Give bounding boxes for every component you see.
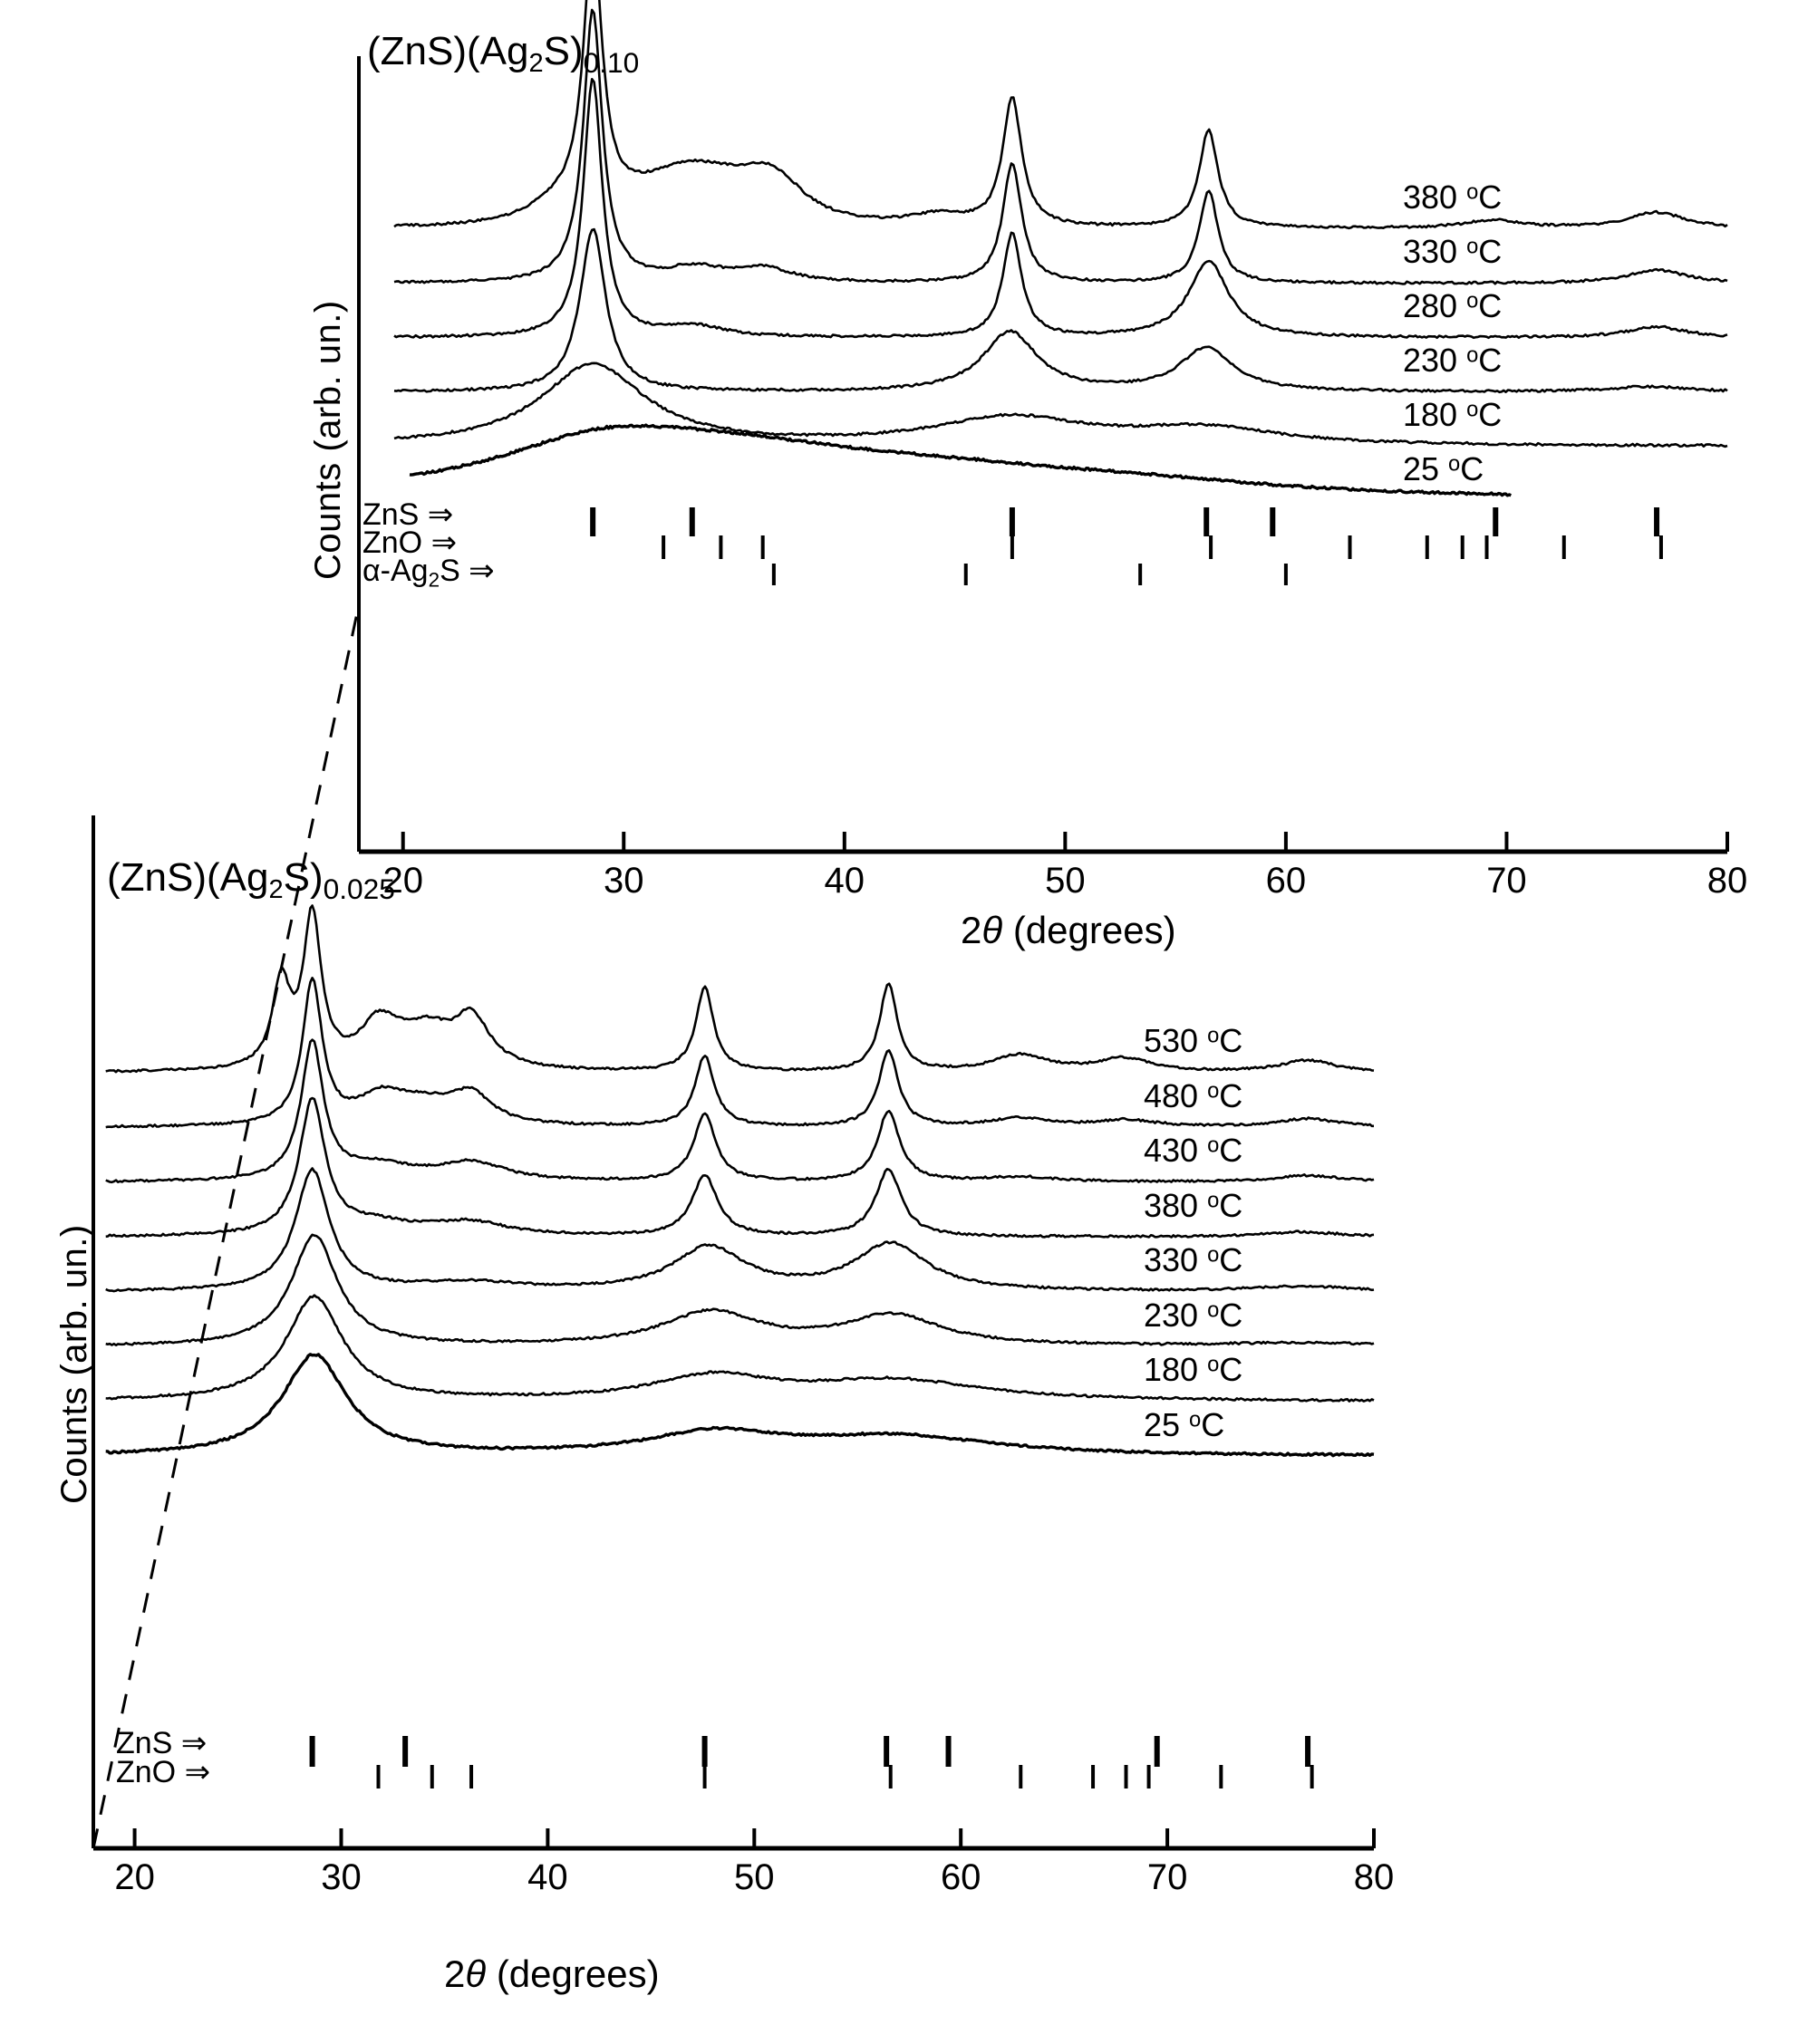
x-axis-tick-label: 70 xyxy=(1146,1857,1188,1897)
curve-temperature-label: 480 oC xyxy=(1144,1076,1243,1114)
bottom-panel-x-axis-label: 2θ (degrees) xyxy=(444,1952,660,1995)
xrd-curve xyxy=(393,227,1728,394)
x-axis-tick-label: 50 xyxy=(734,1857,775,1897)
xrd-curve xyxy=(393,362,1728,448)
phase-label-ZnO: ZnO ⇒ xyxy=(362,525,458,560)
top-panel-x-axis-label: 2θ (degrees) xyxy=(961,909,1176,951)
curve-temperature-label: 230 oC xyxy=(1144,1296,1243,1334)
curve-temperature-label: 25 oC xyxy=(1144,1405,1225,1443)
x-axis-tick-label: 60 xyxy=(940,1857,981,1897)
curve-temperature-label: 230 oC xyxy=(1403,342,1503,379)
curve-temperature-label: 530 oC xyxy=(1144,1022,1243,1059)
top-panel-title: (ZnS)(Ag2S)0.10 xyxy=(367,29,640,79)
phase-label-ZnS: ZnS ⇒ xyxy=(362,497,454,532)
curve-temperature-label: 280 oC xyxy=(1403,287,1503,324)
top-panel-plot-area xyxy=(357,0,1729,854)
x-axis-tick-label: 20 xyxy=(382,861,423,901)
xrd-curve xyxy=(393,0,1728,230)
curve-temperature-label: 380 oC xyxy=(1403,178,1503,216)
curve-temperature-label: 25 oC xyxy=(1403,450,1484,487)
curve-temperature-label: 330 oC xyxy=(1403,233,1503,270)
xrd-curve xyxy=(409,423,1512,497)
x-axis-tick-label: 80 xyxy=(1706,861,1748,901)
x-axis-tick-label: 80 xyxy=(1353,1857,1395,1897)
x-axis-tick-label: 20 xyxy=(114,1857,155,1897)
curve-temperature-label: 180 oC xyxy=(1144,1351,1243,1388)
curve-temperature-label: 430 oC xyxy=(1144,1132,1243,1169)
x-axis-tick-label: 40 xyxy=(527,1857,568,1897)
xrd-curve xyxy=(393,8,1728,285)
phase-label-alpha-Ag2S: α-Ag2S ⇒ xyxy=(362,554,495,592)
curve-temperature-label: 330 oC xyxy=(1144,1241,1243,1278)
x-axis-tick-label: 30 xyxy=(321,1857,362,1897)
xrd-curve xyxy=(393,78,1728,340)
x-axis-tick-label: 30 xyxy=(604,861,644,901)
x-axis-tick-label: 60 xyxy=(1265,861,1307,901)
x-axis-tick-label: 50 xyxy=(1045,861,1086,901)
x-axis-tick-label: 40 xyxy=(824,861,865,901)
curve-temperature-label: 380 oC xyxy=(1144,1186,1243,1224)
curve-temperature-label: 180 oC xyxy=(1403,396,1503,433)
phase-label-ZnS: ZnS ⇒ xyxy=(116,1726,208,1760)
phase-label-ZnO: ZnO ⇒ xyxy=(116,1755,211,1789)
x-axis-tick-label: 70 xyxy=(1486,861,1527,901)
